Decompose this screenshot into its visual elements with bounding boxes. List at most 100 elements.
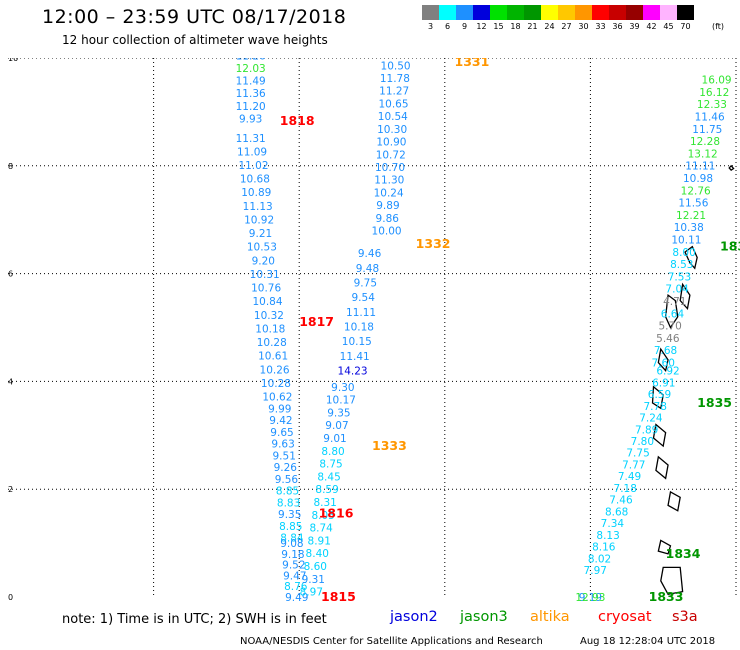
- wave-height-value: 10.62: [262, 391, 292, 403]
- satellite-legend-item: cryosat: [598, 609, 652, 625]
- color-swatch: [643, 5, 660, 20]
- color-swatch: [660, 5, 677, 20]
- wave-height-value: 10.89: [241, 187, 271, 199]
- map-axis-ticks: 60 63 66 69 72 75 0 2 4 6 8 10: [8, 58, 740, 603]
- island-outline: [684, 245, 698, 270]
- wave-height-value: 11.09: [237, 146, 267, 158]
- wave-height-value: 8.75: [319, 459, 342, 471]
- wave-height-value: 8.76: [284, 581, 308, 593]
- color-swatch: [473, 5, 490, 20]
- wave-height-value: 9.46: [358, 248, 382, 260]
- wave-height-value: 14.23: [338, 366, 368, 378]
- wave-height-value: 8.00: [672, 247, 695, 259]
- pass-label: 1815: [321, 589, 356, 603]
- wave-height-value: 8.80: [321, 446, 344, 458]
- wave-height-value: 12.93: [575, 592, 605, 603]
- wave-height-value: 9.08: [280, 538, 303, 550]
- wave-height-value: 10.24: [374, 187, 404, 199]
- wave-height-value: 11.30: [374, 175, 404, 187]
- wave-height-value: 8.68: [605, 506, 628, 518]
- wave-height-value: 10.68: [240, 174, 270, 186]
- wave-height-value: 16.09: [702, 75, 732, 87]
- color-scale-unit: (ft): [712, 22, 725, 31]
- x-tick-label: 63: [149, 602, 159, 603]
- wave-height-value: 10.65: [378, 98, 408, 110]
- wave-height-value: 10.92: [244, 214, 274, 226]
- wave-height-value: 7.18: [614, 483, 637, 495]
- pass-label: 1835: [697, 395, 732, 410]
- color-swatch-label: 15: [493, 22, 504, 31]
- wave-height-value: 11.20: [236, 101, 266, 113]
- wave-height-value: 10.28: [257, 337, 287, 349]
- y-tick-label: 8: [8, 162, 13, 171]
- wave-height-value: 10.32: [254, 310, 284, 322]
- wave-height-value: 12.21: [676, 210, 706, 222]
- island-outline: [667, 490, 681, 512]
- wave-height-value: 10.53: [247, 242, 277, 254]
- wave-height-value: 8.45: [317, 471, 340, 483]
- wave-height-value: 9.65: [270, 427, 293, 439]
- island-outline: [728, 164, 735, 171]
- wave-height-value: 10.17: [326, 395, 356, 407]
- island-outline: [657, 539, 672, 555]
- wave-height-value: 9.51: [273, 450, 296, 462]
- wave-height-value: 7.77: [622, 459, 645, 471]
- color-swatch-label: 18: [510, 22, 521, 31]
- color-swatch: [626, 5, 643, 20]
- color-swatch: [422, 5, 439, 20]
- x-tick-label: 60: [8, 602, 13, 603]
- wave-height-value: 7.24: [639, 413, 663, 425]
- wave-height-value: 7.89: [635, 424, 658, 436]
- maldives-islands: [651, 164, 735, 596]
- wave-height-value: 9.56: [275, 474, 299, 486]
- wave-height-value: 9.93: [239, 113, 262, 125]
- island-outline: [679, 282, 691, 311]
- color-swatch: [507, 5, 524, 20]
- wave-height-value: 9.75: [354, 277, 377, 289]
- wave-height-value: 10.90: [376, 137, 406, 149]
- pass-label: 1333: [372, 438, 407, 453]
- pass-labels: 1818 1817 1816 1815 1331 1332 1333 1833 1834 1835…: [280, 58, 740, 603]
- wave-height-value: 7.78: [644, 401, 667, 413]
- wave-height-value: 7.97: [584, 565, 607, 577]
- wave-height-value: 11.56: [678, 198, 708, 210]
- wave-height-value: 8.16: [592, 542, 616, 554]
- color-swatch-label: 70: [680, 22, 691, 31]
- wave-height-value: 9.35: [278, 509, 301, 521]
- x-tick-label: 75: [731, 602, 740, 603]
- wave-height-value: 8.13: [596, 530, 619, 542]
- satellite-legend-item: jason3: [460, 609, 508, 625]
- map-grid: [8, 58, 737, 597]
- wave-height-value: 10.30: [377, 124, 407, 136]
- wave-height-value: 12.76: [681, 185, 711, 197]
- pass-label: 1332: [416, 236, 451, 251]
- wave-height-value: 10.31: [250, 269, 280, 281]
- wave-height-value: 8.91: [308, 535, 331, 547]
- wave-height-value: 8.84: [280, 533, 304, 545]
- wave-height-value: 11.11: [346, 307, 376, 319]
- wave-height-value: 10.15: [342, 336, 372, 348]
- wave-height-value: 8.59: [315, 484, 338, 496]
- chart-subtitle: 12 hour collection of altimeter wave hei…: [62, 33, 328, 47]
- wave-height-value: 11.27: [379, 86, 409, 98]
- wave-height-value: 7.75: [626, 448, 649, 460]
- color-swatch-label: 24: [544, 22, 555, 31]
- color-swatch-label: 27: [561, 22, 572, 31]
- island-outline: [660, 566, 684, 596]
- wave-height-value: 10.70: [375, 162, 405, 174]
- color-scale-legend: 3 6 9 12 15 18 21 24 27 30 33 36 39 42 45 70 (ft): [422, 5, 727, 35]
- wave-height-value: 11.04: [381, 58, 411, 60]
- wave-height-value: 12.33: [697, 99, 727, 111]
- color-swatch-label: 3: [427, 22, 434, 31]
- color-swatch: [677, 5, 694, 20]
- wave-height-value: 5.46: [656, 333, 680, 345]
- wave-height-value: 8.53: [670, 259, 693, 271]
- wave-height-value: 16.12: [699, 87, 729, 99]
- wave-height-value: 11.46: [695, 111, 725, 123]
- wave-height-value: 9.07: [325, 420, 348, 432]
- pass-label: 1818: [280, 113, 315, 128]
- island-outline: [657, 347, 669, 372]
- color-swatch-label: 6: [444, 22, 451, 31]
- color-swatch: [541, 5, 558, 20]
- wave-height-value: 9.54: [352, 292, 376, 304]
